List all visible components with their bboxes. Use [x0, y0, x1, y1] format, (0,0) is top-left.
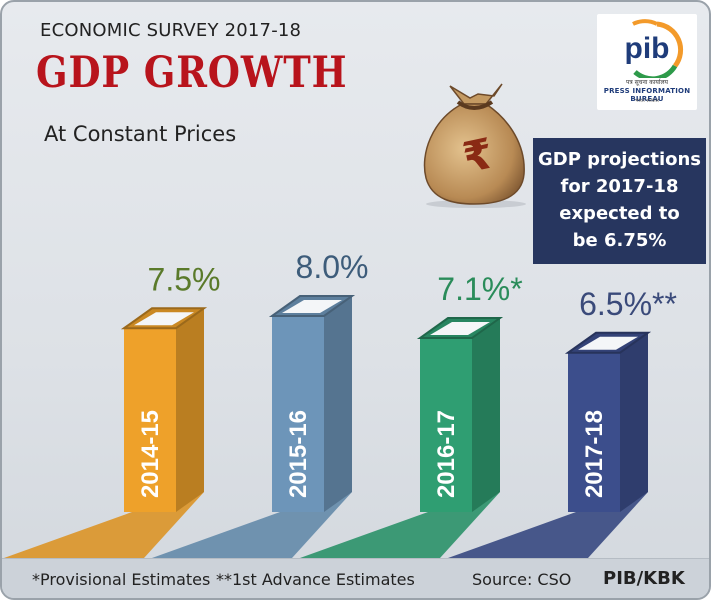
- bar-front: [568, 352, 620, 512]
- footnote-advance: **1st Advance Estimates: [216, 570, 415, 589]
- bar-front: [420, 338, 472, 512]
- footnote-provisional: *Provisional Estimates: [32, 570, 211, 589]
- bar-front: [272, 316, 324, 512]
- source-note: Source: CSO: [472, 570, 572, 589]
- footer: *Provisional Estimates **1st Advance Est…: [2, 558, 709, 598]
- kicker: ECONOMIC SURVEY 2017-18: [40, 20, 302, 41]
- credit-label: PIB/KBK: [603, 568, 685, 589]
- category-label: 2015-16: [285, 410, 312, 498]
- page-subtitle: At Constant Prices: [44, 122, 237, 146]
- bar-top-opening: [134, 312, 194, 326]
- value-label: 7.1%*: [437, 271, 522, 307]
- svg-text:pib: pib: [625, 32, 670, 65]
- logo-gov-text: भारत सरकार: [635, 98, 659, 104]
- bar-side: [176, 308, 204, 512]
- bar-side: [620, 332, 648, 512]
- bar-side: [324, 296, 352, 512]
- callout-line: expected to: [559, 203, 680, 224]
- bar-side: [472, 318, 500, 512]
- logo-hindi-text: पत्र सूचना कार्यालय: [625, 79, 669, 86]
- callout-line: GDP projections: [537, 149, 702, 170]
- category-label: 2017-18: [581, 410, 608, 498]
- value-label: 6.5%**: [579, 286, 677, 322]
- bar-front: [124, 328, 176, 512]
- category-label: 2016-17: [433, 410, 460, 498]
- callout-line: be 6.75%: [572, 230, 667, 251]
- pib-logo: pib पत्र सूचना कार्यालय PRESS INFORMATIO…: [597, 14, 697, 110]
- bar-top-opening: [430, 322, 490, 336]
- value-label: 7.5%: [148, 261, 221, 297]
- value-label: 8.0%: [296, 249, 369, 285]
- page-title: GDP GROWTH: [36, 48, 348, 98]
- rupee-money-bag-icon: ₹: [423, 83, 526, 208]
- category-label: 2014-15: [137, 410, 164, 498]
- projection-callout: GDP projections for 2017-18 expected to …: [533, 138, 706, 264]
- bar-top-opening: [282, 300, 342, 313]
- pib-emblem-icon: pib: [625, 19, 684, 78]
- bar-top-opening: [578, 336, 638, 350]
- callout-line: for 2017-18: [560, 176, 679, 197]
- logo-name: PRESS INFORMATION BUREAU: [603, 87, 691, 103]
